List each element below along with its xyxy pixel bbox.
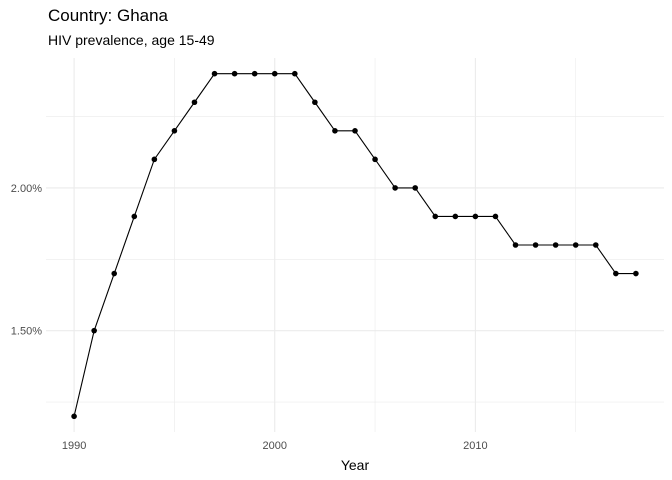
data-point [372,156,378,163]
data-point [191,99,198,106]
x-axis-title: Year [341,457,370,473]
data-point [91,327,97,334]
data-point [532,242,539,248]
data-point [312,99,318,106]
data-point [452,213,459,220]
data-point [131,213,138,220]
data-point [572,242,579,248]
y-tick-label: 1.50% [11,326,42,338]
data-point [613,270,619,277]
data-point [111,270,118,277]
data-point [472,213,479,220]
y-axis-ticks: 1.50% 2.00% [11,183,42,338]
data-point [292,70,298,77]
data-point [432,213,439,220]
x-tick-label: 2010 [463,440,487,452]
data-point [151,156,158,163]
chart-title: Country: Ghana [48,6,169,25]
data-point [592,242,599,248]
series-path [73,73,636,417]
data-point [332,128,338,134]
x-tick-label: 1990 [62,440,86,452]
data-points [71,70,639,420]
series-line [73,73,636,417]
x-axis-ticks: 1990 2000 2010 [62,440,488,452]
data-point [352,128,358,134]
data-point [412,185,418,191]
data-point [392,185,398,191]
data-point [171,128,178,134]
data-point [633,270,639,277]
grid-lines [46,58,664,432]
data-point [552,242,559,248]
data-point [271,70,278,77]
data-point [251,70,258,77]
x-tick-label: 2000 [262,440,286,452]
data-point [512,242,519,248]
data-point [492,213,499,220]
data-point [211,70,218,77]
data-point [71,413,77,420]
chart-subtitle: HIV prevalence, age 15-49 [48,32,215,48]
y-tick-label: 2.00% [11,183,42,195]
data-point [231,70,238,77]
